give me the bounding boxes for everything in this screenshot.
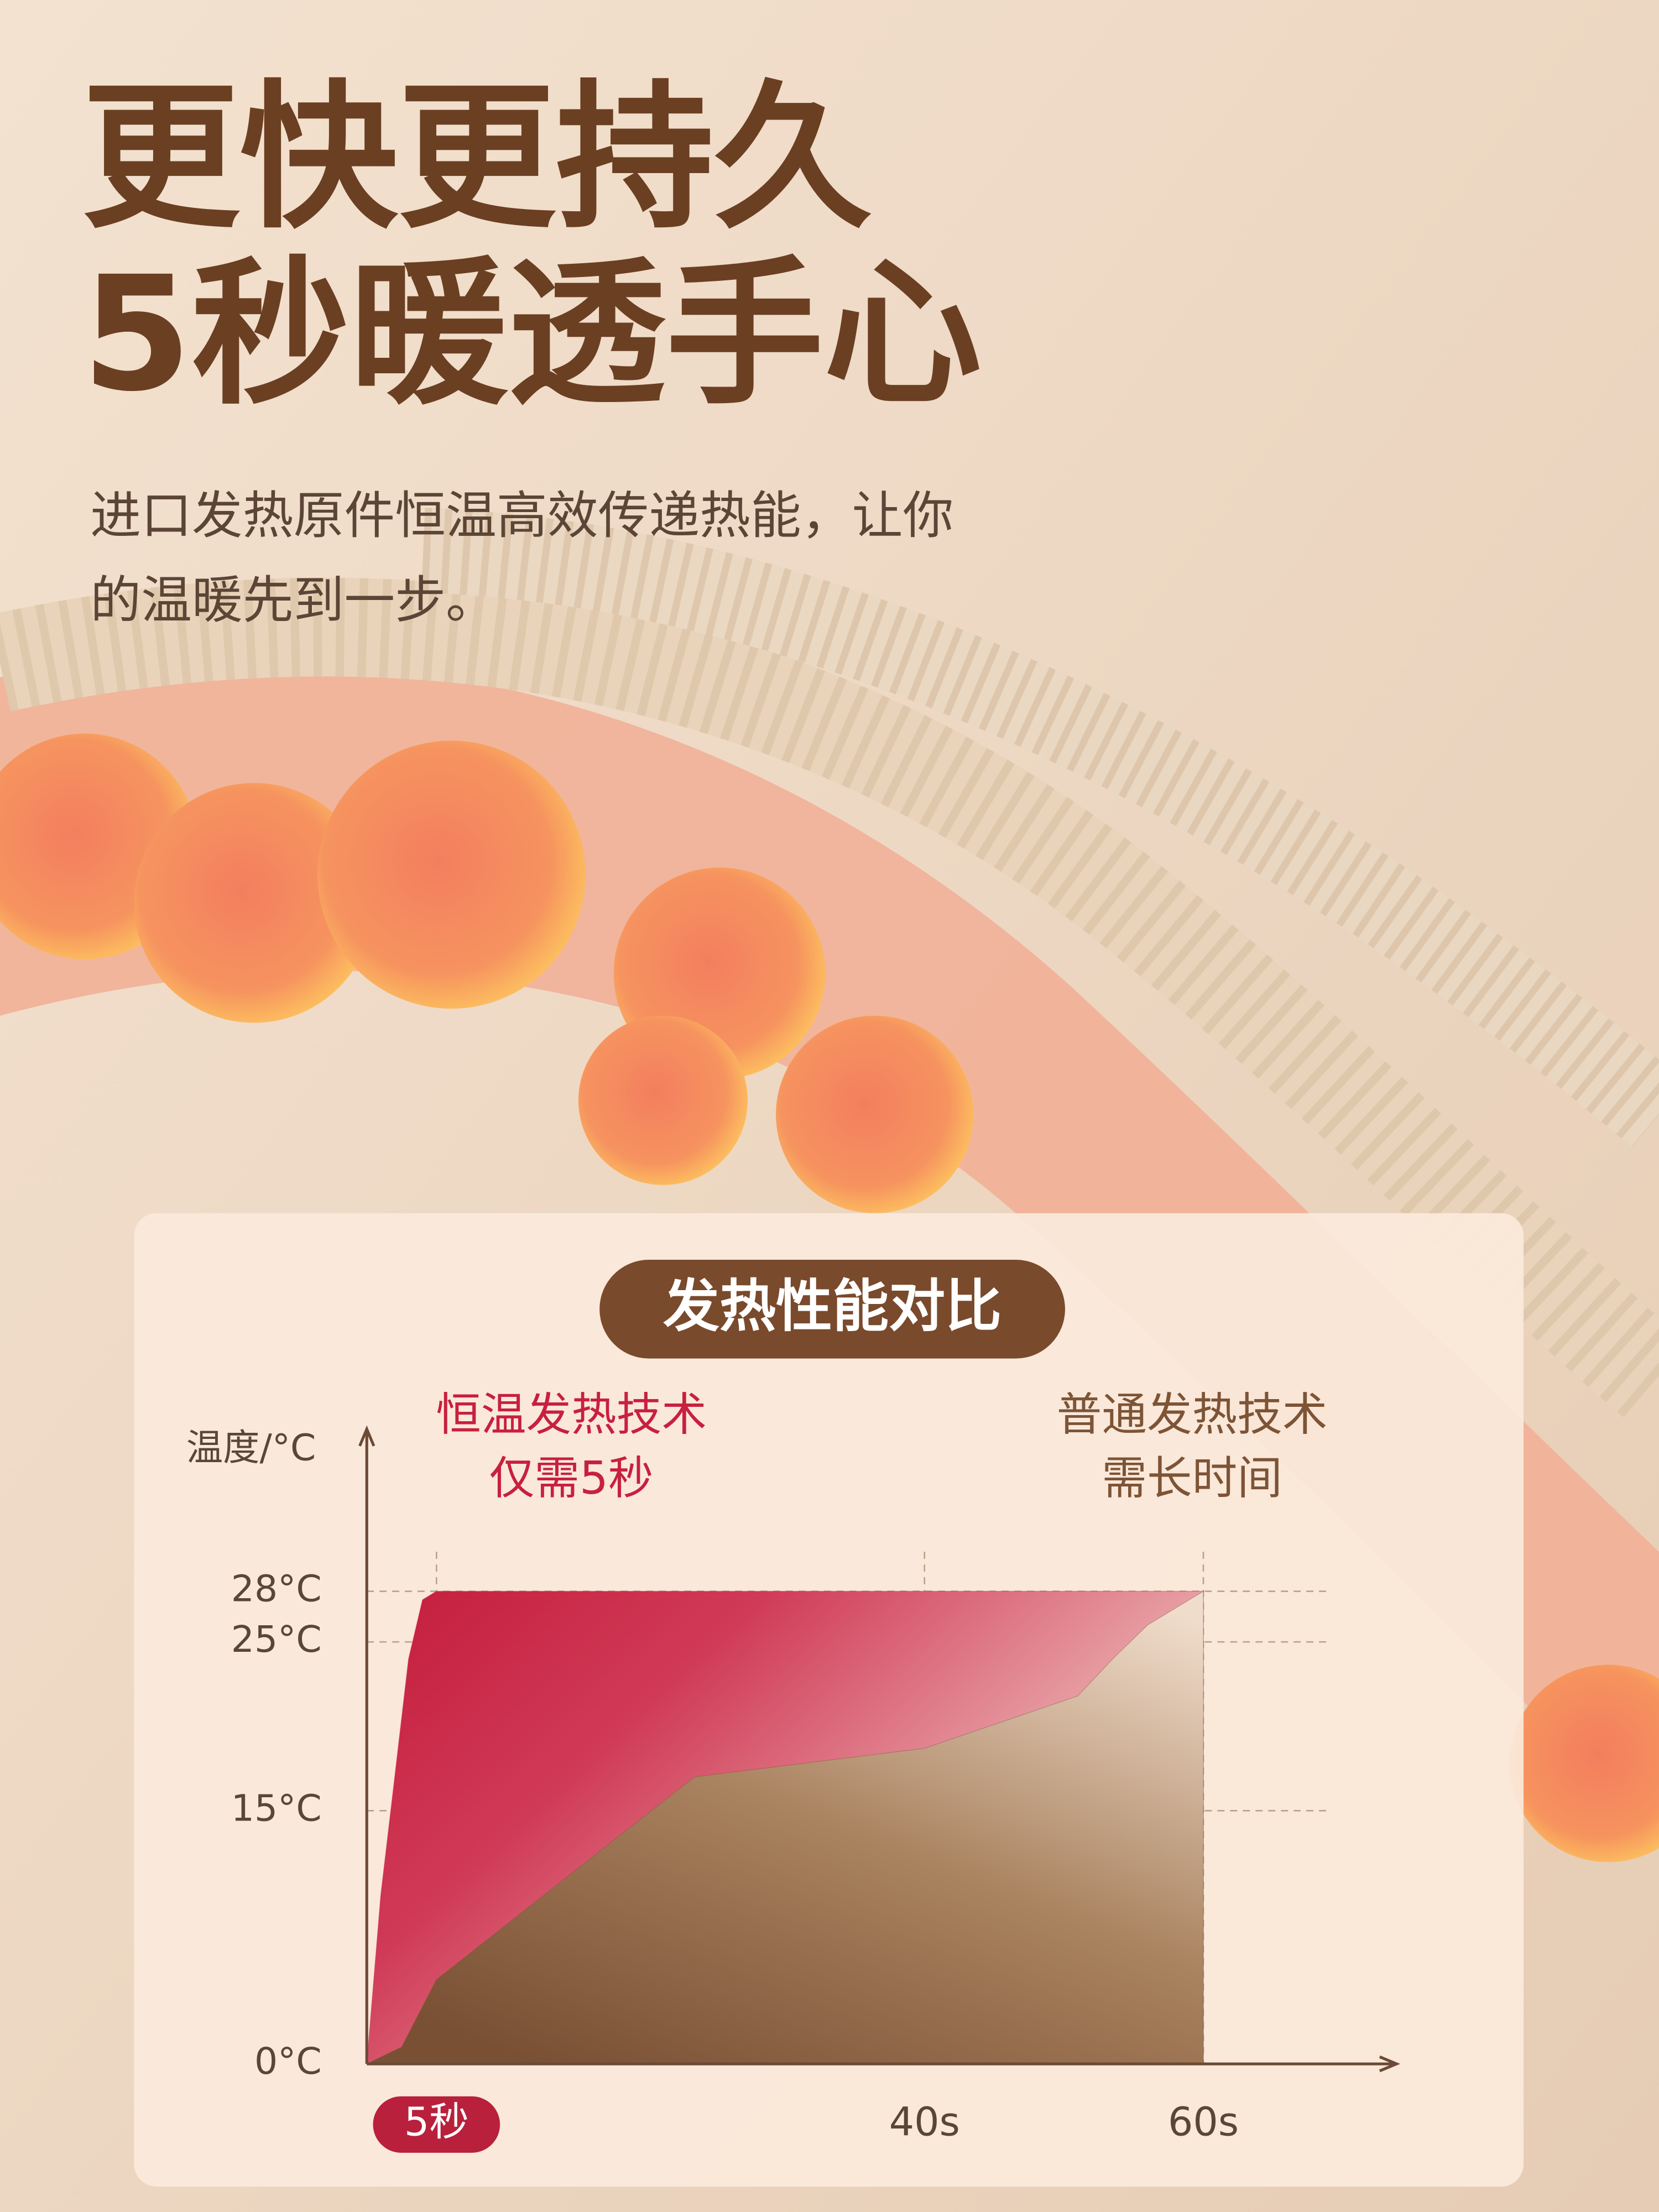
y-axis-label: 温度/°C bbox=[186, 1426, 316, 1469]
description-line: 进口发热原件恒温高效传递热能，让你 bbox=[90, 486, 953, 545]
x-tick-label: 5秒 bbox=[404, 2099, 469, 2145]
description-line: 的温暖先到一步。 bbox=[90, 571, 497, 630]
x-axis bbox=[367, 2056, 1401, 2073]
x-tick-label: 60s bbox=[1168, 2099, 1239, 2145]
series-area bbox=[366, 1590, 1204, 2064]
x-tick-pill bbox=[373, 2096, 500, 2153]
series-annotation: 仅需5秒 bbox=[489, 1452, 654, 1505]
y-tick-label: 15°C bbox=[231, 1786, 322, 1829]
series-annotation: 需长时间 bbox=[1102, 1452, 1282, 1505]
y-tick-label: 25°C bbox=[231, 1618, 322, 1661]
chart-title-pill bbox=[599, 1260, 1066, 1359]
title-line: 5秒暖透手心 bbox=[82, 243, 982, 426]
x-tick-label: 40s bbox=[889, 2099, 960, 2145]
y-tick-label: 0°C bbox=[254, 2039, 322, 2083]
y-axis bbox=[358, 1425, 375, 2064]
chart-title: 发热性能对比 bbox=[663, 1274, 1001, 1340]
series-name: 恒温发热技术 bbox=[436, 1389, 707, 1441]
y-tick-label: 28°C bbox=[231, 1567, 322, 1610]
series-name: 普通发热技术 bbox=[1057, 1389, 1328, 1441]
title-line: 更快更持久 bbox=[82, 66, 872, 250]
